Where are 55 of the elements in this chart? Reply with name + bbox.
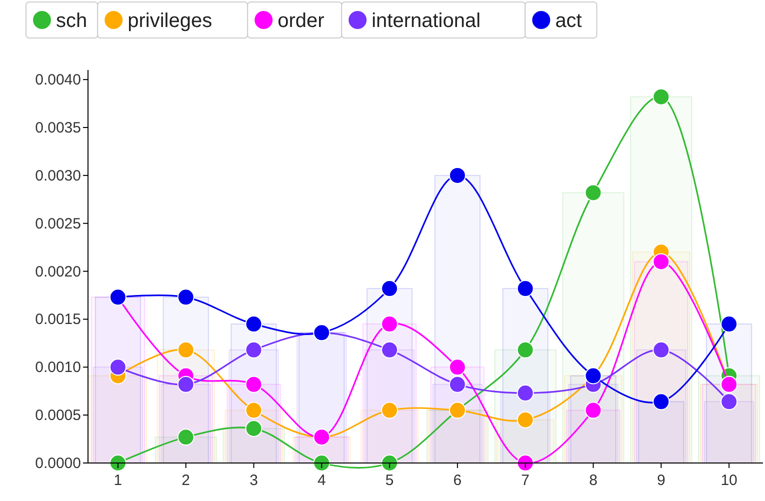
point (584, 184, 602, 202)
y-tick-label: 0.0020 (35, 263, 81, 280)
point (584, 402, 602, 419)
legend-label: international (372, 10, 481, 32)
point (381, 341, 398, 358)
point (109, 454, 126, 472)
x-tick-label: 8 (589, 472, 598, 489)
y-tick-label: 0.0040 (35, 72, 81, 89)
y-tick-label: 0.0000 (35, 455, 81, 472)
point (245, 341, 262, 358)
legend-label: act (555, 10, 582, 32)
x-tick-label: 2 (182, 472, 190, 489)
point (177, 341, 194, 358)
point (516, 384, 534, 402)
point (381, 316, 398, 333)
point (381, 454, 398, 472)
y-tick-label: 0.0035 (35, 120, 81, 137)
y-tick-label: 0.0025 (35, 215, 81, 232)
legend-label: sch (56, 10, 88, 32)
y-tick-label: 0.0005 (35, 407, 81, 424)
x-tick-label: 3 (250, 472, 258, 489)
point (381, 280, 398, 298)
y-tick-label: 0.0015 (35, 311, 81, 328)
legend-label: privileges (128, 10, 212, 32)
point (448, 358, 466, 376)
point (448, 376, 466, 393)
y-tick-label: 0.0010 (35, 359, 81, 376)
point (720, 393, 738, 410)
point (177, 288, 194, 306)
point (245, 402, 262, 419)
point (245, 316, 262, 333)
point (652, 393, 670, 410)
x-tick-label: 7 (521, 472, 530, 489)
point (381, 402, 398, 419)
x-tick-label: 4 (317, 472, 326, 489)
point (313, 454, 330, 472)
point (177, 376, 194, 393)
point (516, 280, 534, 298)
legend-label: order (278, 10, 325, 32)
y-tick-label: 0.0030 (35, 167, 81, 184)
point (245, 376, 262, 393)
point (652, 253, 670, 270)
point (516, 341, 534, 358)
point (448, 166, 466, 184)
point (516, 454, 534, 472)
point (109, 358, 126, 376)
point (652, 341, 670, 358)
x-tick-label: 6 (453, 472, 462, 489)
x-tick-label: 5 (385, 472, 394, 489)
point (720, 316, 738, 333)
x-tick-label: 9 (656, 472, 666, 489)
point (177, 428, 194, 446)
point (652, 88, 670, 106)
x-tick-label: 1 (114, 472, 122, 489)
x-tick-label: 10 (720, 472, 738, 489)
